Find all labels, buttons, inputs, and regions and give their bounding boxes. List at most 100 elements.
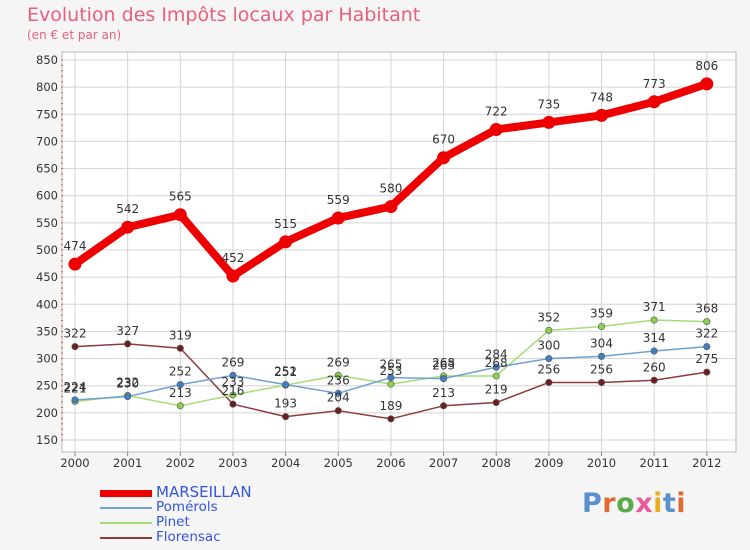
data-point-pomerols xyxy=(229,371,237,379)
data-point-pinet xyxy=(176,402,184,410)
data-label-pomerols: 269 xyxy=(221,355,244,369)
y-tick-label: 500 xyxy=(36,243,58,257)
data-label-pinet: 268 xyxy=(485,356,508,370)
y-tick-label: 550 xyxy=(36,216,58,230)
y-tick-label: 600 xyxy=(36,189,58,203)
data-point-marseillan xyxy=(121,220,135,234)
data-label-pinet: 253 xyxy=(379,364,402,378)
legend-swatch-pinet xyxy=(100,522,152,524)
data-point-marseillan xyxy=(700,77,714,91)
data-label-pomerols: 284 xyxy=(485,347,508,361)
data-label-pinet: 232 xyxy=(116,375,139,389)
data-point-florensac xyxy=(176,344,184,352)
y-tick-label: 400 xyxy=(36,297,58,311)
logo-letter: x xyxy=(635,488,654,519)
data-label-pinet: 269 xyxy=(327,355,350,369)
data-point-pinet xyxy=(545,326,553,334)
data-label-pinet: 268 xyxy=(432,356,455,370)
data-label-pomerols: 263 xyxy=(432,359,455,373)
data-label-pinet: 251 xyxy=(274,365,297,379)
data-label-pomerols: 252 xyxy=(274,365,297,379)
data-point-pomerols xyxy=(71,396,79,404)
data-point-pinet xyxy=(650,316,658,324)
data-point-pomerols xyxy=(650,347,658,355)
y-tick-label: 450 xyxy=(36,270,58,284)
data-label-pomerols: 265 xyxy=(379,358,402,372)
data-label-pomerols: 236 xyxy=(327,373,350,387)
chart-title: Evolution des Impôts locaux par Habitant xyxy=(27,4,421,26)
data-label-pomerols: 304 xyxy=(590,336,613,350)
logo-letter: r xyxy=(602,488,617,519)
data-label-pinet: 359 xyxy=(590,307,613,321)
data-point-pinet xyxy=(229,391,237,399)
data-point-florensac xyxy=(124,340,132,348)
y-tick-label: 850 xyxy=(36,53,58,67)
data-label-marseillan: 474 xyxy=(64,239,87,253)
x-tick-label: 2010 xyxy=(587,456,616,470)
data-label-marseillan: 542 xyxy=(116,202,139,216)
data-point-florensac xyxy=(440,402,448,410)
data-label-florensac: 260 xyxy=(643,360,666,374)
data-label-pomerols: 224 xyxy=(64,380,87,394)
data-label-florensac: 189 xyxy=(379,399,402,413)
data-point-florensac xyxy=(282,413,290,421)
x-tick-label: 2004 xyxy=(271,456,300,470)
x-tick-label: 2006 xyxy=(376,456,405,470)
data-point-florensac xyxy=(387,415,395,423)
data-point-pinet xyxy=(597,323,605,331)
data-point-pomerols xyxy=(387,374,395,382)
data-point-marseillan xyxy=(384,200,398,214)
data-label-pomerols: 230 xyxy=(116,377,139,391)
data-point-pomerols xyxy=(282,381,290,389)
data-label-marseillan: 515 xyxy=(274,217,297,231)
data-point-marseillan xyxy=(279,235,293,249)
data-point-marseillan xyxy=(68,257,82,271)
data-point-marseillan xyxy=(331,211,345,225)
data-point-pinet xyxy=(334,371,342,379)
data-point-marseillan xyxy=(595,108,608,122)
data-label-marseillan: 452 xyxy=(221,251,244,265)
legend-label-pomerols: Pomérols xyxy=(156,499,218,515)
data-label-pinet: 221 xyxy=(64,381,87,395)
y-tick-label: 350 xyxy=(36,324,58,338)
data-label-florensac: 327 xyxy=(116,324,139,338)
y-tick-label: 650 xyxy=(36,162,58,176)
x-tick-label: 2009 xyxy=(534,456,563,470)
y-tick-label: 800 xyxy=(36,80,58,94)
y-tick-label: 300 xyxy=(36,352,58,366)
data-point-pinet xyxy=(387,380,395,388)
data-point-pinet xyxy=(703,318,711,326)
chart-subtitle: (en € et par an) xyxy=(27,28,122,42)
data-label-florensac: 213 xyxy=(432,386,455,400)
x-tick-label: 2000 xyxy=(60,456,89,470)
data-point-marseillan xyxy=(489,122,503,136)
logo-letter: t xyxy=(662,488,677,519)
data-point-florensac xyxy=(650,376,658,384)
data-point-pomerols xyxy=(176,381,184,389)
data-point-marseillan xyxy=(437,151,451,165)
data-label-florensac: 193 xyxy=(274,397,297,411)
data-label-florensac: 275 xyxy=(695,352,718,366)
data-point-pomerols xyxy=(440,375,448,383)
data-label-marseillan: 806 xyxy=(695,59,718,73)
data-point-florensac xyxy=(71,343,79,351)
data-label-pinet: 233 xyxy=(221,375,244,389)
logo-letter: i xyxy=(653,488,663,519)
data-label-pomerols: 314 xyxy=(643,331,666,345)
plot-background xyxy=(61,51,737,453)
data-point-pinet xyxy=(492,372,500,380)
data-label-florensac: 319 xyxy=(169,328,192,342)
data-label-florensac: 256 xyxy=(537,362,560,376)
data-point-florensac xyxy=(492,399,500,407)
x-tick-label: 2001 xyxy=(113,456,142,470)
data-label-marseillan: 580 xyxy=(379,182,402,196)
data-point-pomerols xyxy=(124,393,132,401)
legend-label-florensac: Florensac xyxy=(156,529,221,545)
x-tick-label: 2007 xyxy=(429,456,458,470)
data-point-marseillan xyxy=(226,269,240,283)
x-tick-label: 2003 xyxy=(218,456,247,470)
data-point-florensac xyxy=(545,378,553,386)
data-label-marseillan: 670 xyxy=(432,133,455,147)
data-label-pomerols: 322 xyxy=(695,327,718,341)
